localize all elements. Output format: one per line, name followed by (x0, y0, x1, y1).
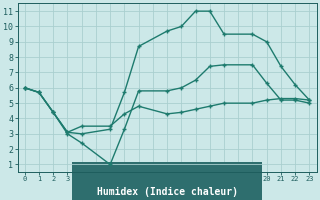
X-axis label: Humidex (Indice chaleur): Humidex (Indice chaleur) (97, 186, 237, 197)
